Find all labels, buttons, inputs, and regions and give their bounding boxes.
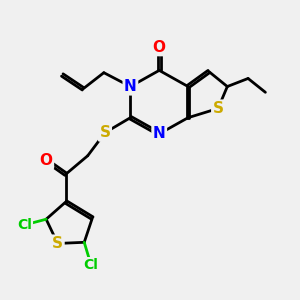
Text: S: S — [52, 236, 63, 251]
Text: S: S — [100, 125, 110, 140]
Text: Cl: Cl — [84, 258, 99, 272]
Text: Cl: Cl — [17, 218, 32, 232]
Text: N: N — [153, 126, 166, 141]
Text: O: O — [40, 153, 53, 168]
Text: S: S — [213, 101, 224, 116]
Text: O: O — [153, 40, 166, 55]
Text: N: N — [124, 79, 137, 94]
